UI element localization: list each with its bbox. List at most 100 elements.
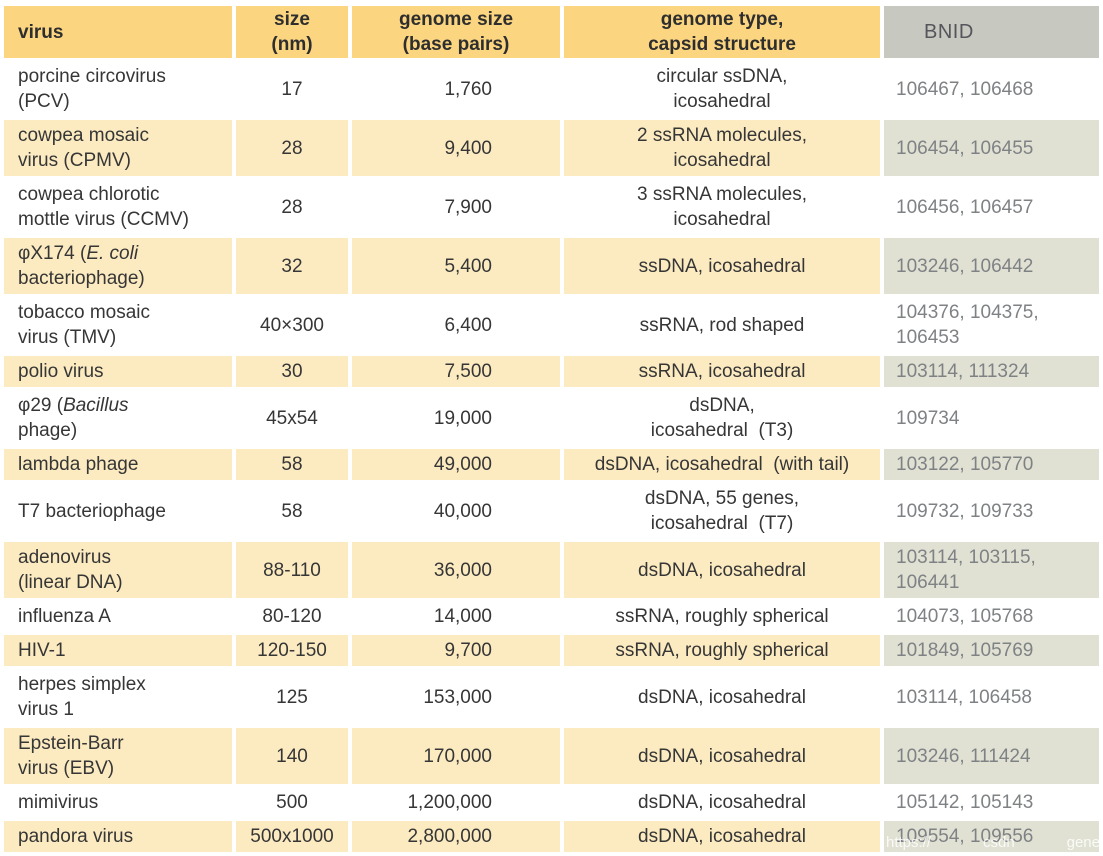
cell-genome-type: ssRNA, roughly spherical (564, 601, 880, 632)
table-row: T7 bacteriophage 58 40,000 dsDNA, 55 gen… (4, 483, 1099, 539)
cell-bnid: 106454, 106455 (884, 120, 1099, 176)
cell-bnid: 106467, 106468 (884, 61, 1099, 117)
cell-virus-name: influenza A (4, 601, 232, 632)
column-header-genome-type: genome type, capsid structure (564, 6, 880, 58)
cell-genome-size: 9,400 (352, 120, 560, 176)
cell-virus-name: polio virus (4, 356, 232, 387)
cell-bnid: 105142, 105143 (884, 787, 1099, 818)
cell-genome-type: dsDNA, icosahedral (with tail) (564, 449, 880, 480)
cell-bnid: 109554, 109556 (884, 821, 1099, 852)
cell-size-nm: 28 (236, 179, 348, 235)
cell-size-nm: 500x1000 (236, 821, 348, 852)
cell-virus-name: Epstein-Barr virus (EBV) (4, 728, 232, 784)
cell-virus-name: mimivirus (4, 787, 232, 818)
cell-genome-size: 153,000 (352, 669, 560, 725)
cell-virus-name: tobacco mosaic virus (TMV) (4, 297, 232, 353)
column-header-virus: virus (4, 6, 232, 58)
cell-genome-size: 7,900 (352, 179, 560, 235)
table-row: cowpea chlorotic mottle virus (CCMV) 28 … (4, 179, 1099, 235)
cell-size-nm: 32 (236, 238, 348, 294)
cell-virus-name: T7 bacteriophage (4, 483, 232, 539)
table-row: Epstein-Barr virus (EBV) 140 170,000 dsD… (4, 728, 1099, 784)
cell-genome-type: ssDNA, icosahedral (564, 238, 880, 294)
cell-bnid: 103114, 103115, 106441 (884, 542, 1099, 598)
cell-genome-type: dsDNA, icosahedral (564, 821, 880, 852)
cell-genome-size: 36,000 (352, 542, 560, 598)
cell-size-nm: 58 (236, 483, 348, 539)
cell-size-nm: 28 (236, 120, 348, 176)
header-row: virus size (nm) genome size (base pairs)… (4, 6, 1099, 58)
cell-bnid: 106456, 106457 (884, 179, 1099, 235)
cell-size-nm: 140 (236, 728, 348, 784)
cell-genome-size: 7,500 (352, 356, 560, 387)
cell-genome-size: 40,000 (352, 483, 560, 539)
table-row: φX174 (E. coli bacteriophage) 32 5,400 s… (4, 238, 1099, 294)
cell-virus-name: lambda phage (4, 449, 232, 480)
cell-genome-type: dsDNA, icosahedral (564, 542, 880, 598)
cell-size-nm: 30 (236, 356, 348, 387)
cell-virus-name: herpes simplex virus 1 (4, 669, 232, 725)
cell-size-nm: 88-110 (236, 542, 348, 598)
table-row: pandora virus 500x1000 2,800,000 dsDNA, … (4, 821, 1099, 852)
cell-genome-size: 1,200,000 (352, 787, 560, 818)
cell-size-nm: 120-150 (236, 635, 348, 666)
table-row: porcine circovirus (PCV) 17 1,760 circul… (4, 61, 1099, 117)
cell-genome-size: 170,000 (352, 728, 560, 784)
cell-genome-type: circular ssDNA, icosahedral (564, 61, 880, 117)
cell-virus-name: φ29 (Bacillus phage) (4, 390, 232, 446)
cell-virus-name: adenovirus (linear DNA) (4, 542, 232, 598)
table-row: tobacco mosaic virus (TMV) 40×300 6,400 … (4, 297, 1099, 353)
cell-virus-name: φX174 (E. coli bacteriophage) (4, 238, 232, 294)
cell-bnid: 103122, 105770 (884, 449, 1099, 480)
cell-genome-type: dsDNA, icosahedral (564, 669, 880, 725)
cell-genome-size: 49,000 (352, 449, 560, 480)
table-row: influenza A 80-120 14,000 ssRNA, roughly… (4, 601, 1099, 632)
cell-genome-size: 19,000 (352, 390, 560, 446)
cell-bnid: 104376, 104375, 106453 (884, 297, 1099, 353)
cell-virus-name: cowpea mosaic virus (CPMV) (4, 120, 232, 176)
cell-genome-size: 6,400 (352, 297, 560, 353)
cell-genome-size: 1,760 (352, 61, 560, 117)
cell-genome-type: ssRNA, rod shaped (564, 297, 880, 353)
table-row: lambda phage 58 49,000 dsDNA, icosahedra… (4, 449, 1099, 480)
cell-size-nm: 58 (236, 449, 348, 480)
column-header-genome-size: genome size (base pairs) (352, 6, 560, 58)
cell-bnid: 109732, 109733 (884, 483, 1099, 539)
table-row: φ29 (Bacillus phage) 45x54 19,000 dsDNA,… (4, 390, 1099, 446)
cell-genome-type: 3 ssRNA molecules, icosahedral (564, 179, 880, 235)
cell-genome-size: 5,400 (352, 238, 560, 294)
cell-bnid: 103246, 106442 (884, 238, 1099, 294)
cell-genome-type: dsDNA, icosahedral (564, 728, 880, 784)
cell-size-nm: 500 (236, 787, 348, 818)
cell-bnid: 101849, 105769 (884, 635, 1099, 666)
cell-size-nm: 40×300 (236, 297, 348, 353)
cell-genome-type: ssRNA, roughly spherical (564, 635, 880, 666)
cell-genome-size: 2,800,000 (352, 821, 560, 852)
cell-virus-name: cowpea chlorotic mottle virus (CCMV) (4, 179, 232, 235)
cell-bnid: 103114, 106458 (884, 669, 1099, 725)
table-row: herpes simplex virus 1 125 153,000 dsDNA… (4, 669, 1099, 725)
cell-genome-type: dsDNA, icosahedral (T3) (564, 390, 880, 446)
cell-genome-type: ssRNA, icosahedral (564, 356, 880, 387)
column-header-bnid: BNID (884, 6, 1099, 58)
cell-virus-name: porcine circovirus (PCV) (4, 61, 232, 117)
cell-genome-type: dsDNA, icosahedral (564, 787, 880, 818)
cell-virus-name: pandora virus (4, 821, 232, 852)
table-row: adenovirus (linear DNA) 88-110 36,000 ds… (4, 542, 1099, 598)
cell-genome-type: 2 ssRNA molecules, icosahedral (564, 120, 880, 176)
column-header-size: size (nm) (236, 6, 348, 58)
cell-genome-size: 9,700 (352, 635, 560, 666)
cell-genome-size: 14,000 (352, 601, 560, 632)
table-row: polio virus 30 7,500 ssRNA, icosahedral … (4, 356, 1099, 387)
cell-genome-type: dsDNA, 55 genes, icosahedral (T7) (564, 483, 880, 539)
table-row: mimivirus 500 1,200,000 dsDNA, icosahedr… (4, 787, 1099, 818)
cell-bnid: 109734 (884, 390, 1099, 446)
cell-size-nm: 80-120 (236, 601, 348, 632)
cell-bnid: 103246, 111424 (884, 728, 1099, 784)
cell-virus-name: HIV-1 (4, 635, 232, 666)
table-row: HIV-1 120-150 9,700 ssRNA, roughly spher… (4, 635, 1099, 666)
cell-bnid: 104073, 105768 (884, 601, 1099, 632)
cell-bnid: 103114, 111324 (884, 356, 1099, 387)
virus-size-table: virus size (nm) genome size (base pairs)… (0, 3, 1103, 855)
cell-size-nm: 17 (236, 61, 348, 117)
